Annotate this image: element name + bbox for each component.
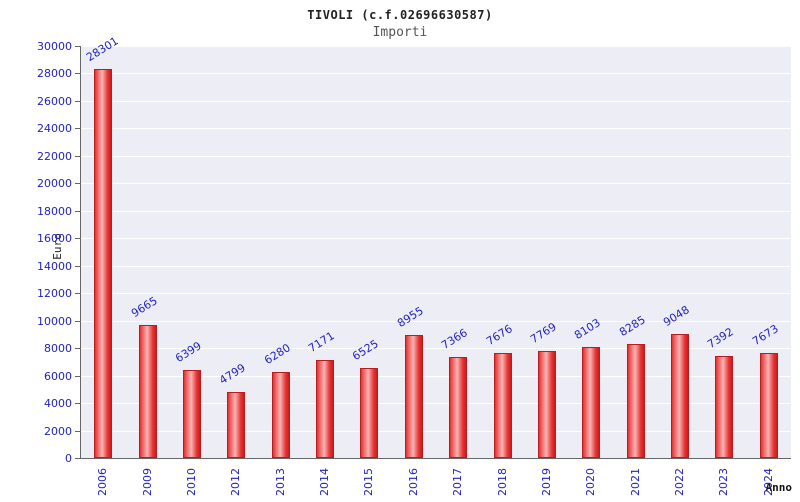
bar bbox=[404, 335, 423, 458]
y-tick-mark bbox=[75, 375, 80, 377]
x-tick-label: 2020 bbox=[583, 468, 597, 496]
y-tick-mark bbox=[75, 155, 80, 157]
y-tick-mark bbox=[75, 100, 80, 102]
bar bbox=[715, 356, 734, 458]
x-tick-label: 2023 bbox=[716, 468, 730, 496]
gridline bbox=[81, 183, 791, 185]
bar bbox=[537, 351, 556, 458]
x-tick-label: 2006 bbox=[95, 468, 109, 496]
y-tick-mark bbox=[75, 293, 80, 295]
gridline bbox=[81, 375, 791, 377]
y-tick-mark bbox=[75, 265, 80, 267]
bar bbox=[360, 368, 379, 458]
x-tick-label: 2019 bbox=[539, 468, 553, 496]
chart-title: TIVOLI (c.f.02696630587) bbox=[307, 8, 493, 22]
y-tick-label: 0 bbox=[65, 452, 72, 465]
bar-value-label: 8955 bbox=[394, 304, 426, 331]
bar bbox=[626, 344, 645, 458]
bar bbox=[493, 352, 512, 458]
y-tick-label: 26000 bbox=[37, 94, 72, 108]
gridline bbox=[81, 430, 791, 432]
y-tick-label: 18000 bbox=[37, 204, 72, 218]
bar-value-label: 6525 bbox=[350, 337, 382, 364]
x-tick-label: 2012 bbox=[228, 468, 242, 496]
bar bbox=[227, 392, 246, 458]
x-tick-label: 2010 bbox=[184, 468, 198, 496]
y-tick-mark bbox=[75, 238, 80, 240]
gridline bbox=[81, 238, 791, 240]
y-tick-mark bbox=[75, 210, 80, 212]
y-tick-mark bbox=[75, 128, 80, 130]
y-tick-label: 24000 bbox=[37, 122, 72, 136]
gridline bbox=[81, 128, 791, 130]
x-tick-label: 2009 bbox=[140, 468, 154, 496]
bar-value-label: 9048 bbox=[661, 302, 692, 329]
y-tick-mark bbox=[75, 403, 80, 405]
bar-value-label: 8285 bbox=[616, 313, 648, 340]
plot-area: 28301 9665 6399 4799 6280 7171 6525 8955 7366 767… bbox=[80, 35, 791, 459]
gridline bbox=[81, 100, 791, 102]
y-tick-label: 12000 bbox=[37, 287, 72, 301]
y-tick-label: 6000 bbox=[44, 369, 72, 383]
y-tick-label: 4000 bbox=[44, 397, 72, 411]
y-tick-mark bbox=[75, 183, 80, 185]
y-tick-mark bbox=[75, 458, 80, 459]
gridline bbox=[81, 210, 791, 212]
bar bbox=[316, 359, 335, 458]
gridline bbox=[81, 293, 791, 295]
y-tick-mark bbox=[75, 46, 80, 47]
x-axis-title: Anno bbox=[765, 481, 793, 494]
y-tick-label: 10000 bbox=[37, 314, 72, 328]
bar bbox=[759, 352, 778, 458]
bar bbox=[449, 356, 468, 458]
gridline bbox=[81, 155, 791, 157]
y-tick-mark bbox=[75, 73, 80, 75]
gridline bbox=[81, 320, 791, 322]
y-tick-label: 30000 bbox=[37, 40, 72, 53]
bar-value-label: 7171 bbox=[306, 328, 337, 355]
x-tick-label: 2015 bbox=[361, 468, 375, 496]
y-tick-label: 14000 bbox=[37, 259, 72, 273]
y-tick-label: 22000 bbox=[37, 149, 72, 163]
bar bbox=[138, 325, 157, 458]
gridline bbox=[81, 265, 791, 267]
bar-value-label: 9665 bbox=[128, 294, 160, 321]
x-tick-label: 2017 bbox=[450, 468, 464, 496]
x-tick-label: 2018 bbox=[495, 468, 509, 496]
y-tick-label: 2000 bbox=[44, 424, 72, 438]
bar-value-label: 7673 bbox=[749, 321, 781, 348]
bar bbox=[582, 346, 601, 458]
bar bbox=[94, 69, 113, 458]
y-tick-label: 28000 bbox=[37, 67, 72, 81]
bar-value-label: 6399 bbox=[173, 339, 204, 366]
x-tick-label: 2013 bbox=[273, 468, 287, 496]
gridline bbox=[81, 403, 791, 405]
bar-value-label: 7676 bbox=[483, 321, 515, 348]
bar bbox=[182, 370, 201, 458]
bar-value-label: 4799 bbox=[217, 361, 249, 388]
x-tick-label: 2022 bbox=[672, 468, 686, 496]
bar bbox=[671, 333, 690, 458]
bar-value-label: 7769 bbox=[528, 320, 559, 347]
bar-value-label: 6280 bbox=[261, 340, 293, 367]
chart-subtitle: Importi bbox=[372, 25, 428, 40]
gridline bbox=[81, 348, 791, 350]
gridline bbox=[81, 46, 791, 47]
y-tick-label: 16000 bbox=[37, 232, 72, 246]
x-tick-label: 2024 bbox=[761, 468, 775, 496]
y-tick-mark bbox=[75, 348, 80, 350]
x-tick-label: 2021 bbox=[628, 468, 642, 496]
y-tick-mark bbox=[75, 430, 80, 432]
y-tick-label: 8000 bbox=[44, 342, 72, 356]
y-tick-mark bbox=[75, 320, 80, 322]
bar bbox=[271, 371, 290, 458]
y-tick-label: 20000 bbox=[37, 177, 72, 191]
x-tick-label: 2014 bbox=[317, 468, 331, 496]
gridline bbox=[81, 73, 791, 75]
x-tick-label: 2016 bbox=[406, 468, 420, 496]
